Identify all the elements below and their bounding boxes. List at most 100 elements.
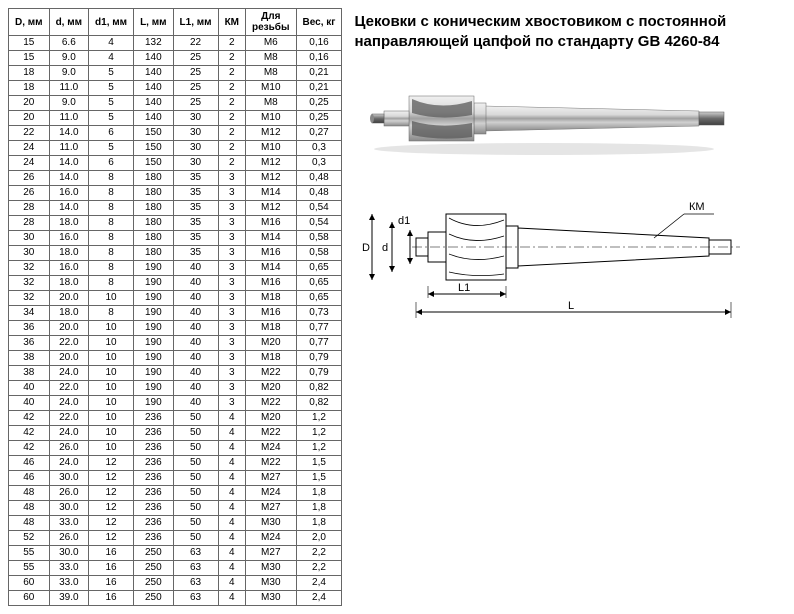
table-row: 5226.012236504М242,0 bbox=[9, 531, 342, 546]
cell: 16.0 bbox=[49, 231, 88, 246]
cell: 0,73 bbox=[296, 306, 342, 321]
cell: 3 bbox=[218, 186, 245, 201]
cell: 42 bbox=[9, 411, 50, 426]
cell: М22 bbox=[246, 366, 297, 381]
cell: 190 bbox=[134, 291, 173, 306]
cell: 30.0 bbox=[49, 546, 88, 561]
cell: 4 bbox=[218, 591, 245, 606]
cell: 3 bbox=[218, 396, 245, 411]
cell: М20 bbox=[246, 336, 297, 351]
table-row: 2411.05150302М100,3 bbox=[9, 141, 342, 156]
cell: 10 bbox=[89, 396, 134, 411]
cell: 32 bbox=[9, 276, 50, 291]
cell: 5 bbox=[89, 81, 134, 96]
cell: 3 bbox=[218, 321, 245, 336]
table-row: 3216.08190403М140,65 bbox=[9, 261, 342, 276]
cell: 20.0 bbox=[49, 321, 88, 336]
cell: М20 bbox=[246, 381, 297, 396]
cell: 35 bbox=[173, 186, 218, 201]
cell: 0,65 bbox=[296, 291, 342, 306]
cell: 18 bbox=[9, 66, 50, 81]
cell: 20 bbox=[9, 96, 50, 111]
cell: 190 bbox=[134, 321, 173, 336]
cell: 2 bbox=[218, 156, 245, 171]
cell: 16 bbox=[89, 591, 134, 606]
cell: 4 bbox=[218, 486, 245, 501]
cell: 5 bbox=[89, 111, 134, 126]
table-row: 4826.012236504М241,8 bbox=[9, 486, 342, 501]
cell: 25 bbox=[173, 81, 218, 96]
cell: 35 bbox=[173, 246, 218, 261]
col-2: d1, мм bbox=[89, 9, 134, 36]
cell: 2 bbox=[218, 51, 245, 66]
table-row: 5530.016250634М272,2 bbox=[9, 546, 342, 561]
cell: 8 bbox=[89, 171, 134, 186]
cell: 4 bbox=[218, 501, 245, 516]
cell: 0,48 bbox=[296, 171, 342, 186]
cell: 2 bbox=[218, 81, 245, 96]
cell: М14 bbox=[246, 231, 297, 246]
cell: 9.0 bbox=[49, 96, 88, 111]
cell: 3 bbox=[218, 246, 245, 261]
cell: 8 bbox=[89, 276, 134, 291]
cell: М14 bbox=[246, 261, 297, 276]
cell: 4 bbox=[218, 426, 245, 441]
table-row: 2414.06150302М120,3 bbox=[9, 156, 342, 171]
cell: 190 bbox=[134, 336, 173, 351]
cell: 236 bbox=[134, 486, 173, 501]
dim-d: d bbox=[382, 242, 388, 254]
right-panel: Цековки с коническим хвостовиком с посто… bbox=[354, 8, 786, 606]
cell: 40 bbox=[173, 276, 218, 291]
cell: 0,16 bbox=[296, 36, 342, 51]
spec-table-container: D, ммd, ммd1, ммL, ммL1, ммКМДлярезьбыВе… bbox=[8, 8, 342, 606]
cell: 12 bbox=[89, 471, 134, 486]
table-row: 4624.012236504М221,5 bbox=[9, 456, 342, 471]
cell: 18.0 bbox=[49, 306, 88, 321]
cell: 22 bbox=[173, 36, 218, 51]
cell: 18.0 bbox=[49, 246, 88, 261]
cell: М22 bbox=[246, 426, 297, 441]
cell: 16 bbox=[89, 561, 134, 576]
cell: М14 bbox=[246, 186, 297, 201]
cell: 10 bbox=[89, 441, 134, 456]
cell: 40 bbox=[9, 381, 50, 396]
cell: 1,5 bbox=[296, 456, 342, 471]
cell: 34 bbox=[9, 306, 50, 321]
cell: 140 bbox=[134, 51, 173, 66]
cell: 1,2 bbox=[296, 411, 342, 426]
cell: 30 bbox=[173, 156, 218, 171]
cell: 40 bbox=[9, 396, 50, 411]
cell: 3 bbox=[218, 231, 245, 246]
cell: 20.0 bbox=[49, 351, 88, 366]
cell: 26.0 bbox=[49, 486, 88, 501]
cell: 50 bbox=[173, 501, 218, 516]
cell: 250 bbox=[134, 546, 173, 561]
cell: М16 bbox=[246, 216, 297, 231]
cell: 40 bbox=[173, 291, 218, 306]
cell: 16.0 bbox=[49, 186, 88, 201]
cell: 4 bbox=[218, 546, 245, 561]
table-row: 3218.08190403М160,65 bbox=[9, 276, 342, 291]
cell: 3 bbox=[218, 201, 245, 216]
product-title: Цековки с коническим хвостовиком с посто… bbox=[354, 12, 786, 51]
cell: 40 bbox=[173, 366, 218, 381]
cell: 30.0 bbox=[49, 471, 88, 486]
cell: 0,58 bbox=[296, 246, 342, 261]
cell: 30.0 bbox=[49, 501, 88, 516]
cell: М27 bbox=[246, 471, 297, 486]
table-row: 6033.016250634М302,4 bbox=[9, 576, 342, 591]
cell: 190 bbox=[134, 276, 173, 291]
cell: 4 bbox=[218, 576, 245, 591]
cell: 4 bbox=[218, 531, 245, 546]
cell: М8 bbox=[246, 66, 297, 81]
cell: 2 bbox=[218, 141, 245, 156]
cell: М10 bbox=[246, 111, 297, 126]
cell: 6 bbox=[89, 156, 134, 171]
cell: 38 bbox=[9, 351, 50, 366]
cell: М12 bbox=[246, 156, 297, 171]
cell: 22.0 bbox=[49, 336, 88, 351]
table-header-row: D, ммd, ммd1, ммL, ммL1, ммКМДлярезьбыВе… bbox=[9, 9, 342, 36]
cell: М16 bbox=[246, 246, 297, 261]
cell: 50 bbox=[173, 426, 218, 441]
cell: 12 bbox=[89, 501, 134, 516]
